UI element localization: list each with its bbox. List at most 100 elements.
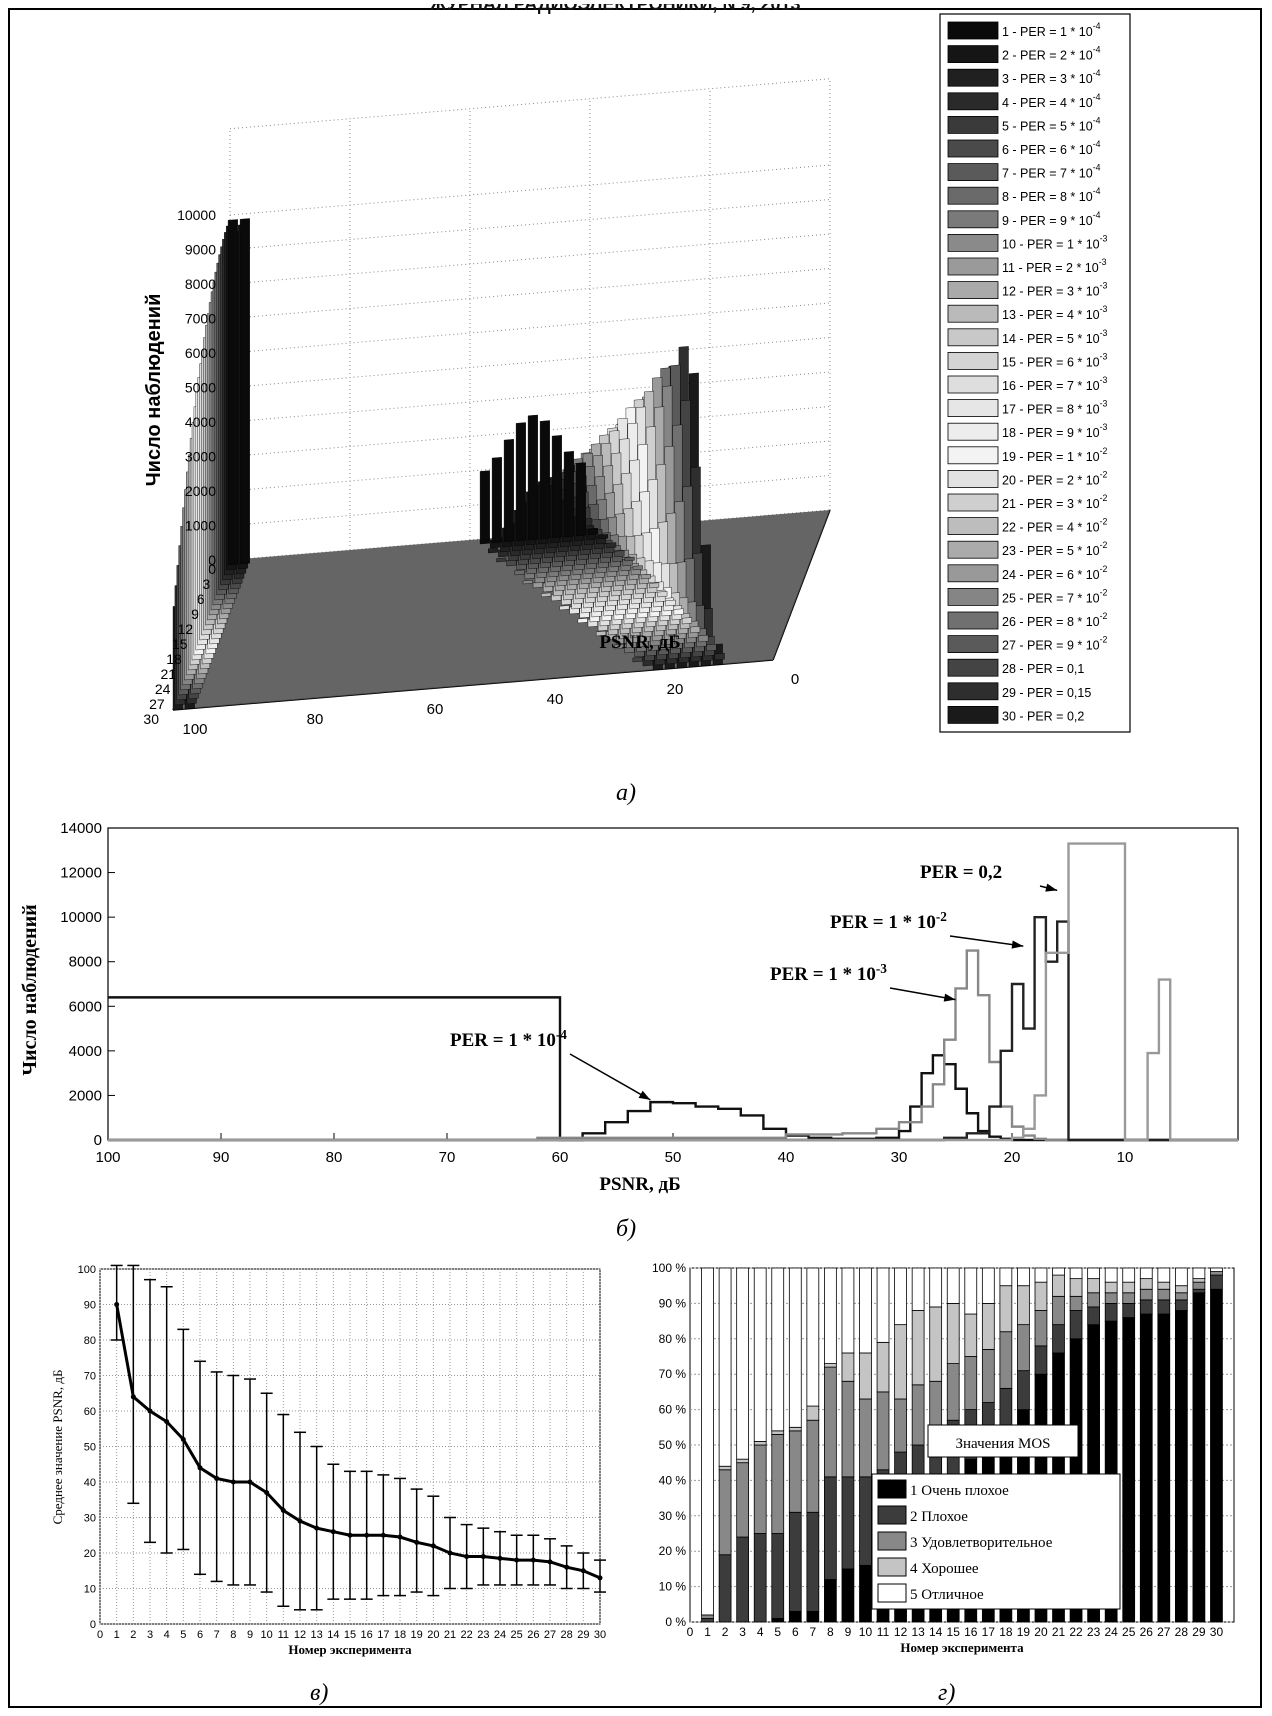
psnr-tick-label: 0 xyxy=(791,671,799,688)
stacked-segment xyxy=(1157,1299,1171,1315)
legend-swatch xyxy=(947,92,999,111)
stacked-segment xyxy=(841,1267,855,1354)
bar-3d xyxy=(551,435,562,539)
stacked-segment xyxy=(1017,1285,1030,1326)
chart-v-xlabel: Номер эксперимента xyxy=(288,1642,412,1657)
stacked-segment xyxy=(876,1391,890,1471)
stacked-segment xyxy=(771,1618,785,1623)
bar-3d xyxy=(698,634,709,643)
x-tick-label: 14 xyxy=(327,1629,339,1641)
legend-swatch xyxy=(877,1531,907,1551)
legend-entry: 25 - PER = 7 * 10-2 xyxy=(1002,587,1108,605)
legend-entry: 4 Хорошее xyxy=(910,1561,979,1577)
x-tick-label: 5 xyxy=(774,1625,781,1639)
z-tick-label: 9000 xyxy=(185,242,216,258)
mean-point xyxy=(597,1575,603,1581)
x-tick-label: 11 xyxy=(877,1625,890,1639)
y-tick-label: 40 xyxy=(84,1477,96,1489)
journal-header: ЖУРНАЛ РАДИОЭЛЕКТРОНИКИ, N 9, 2013 xyxy=(430,0,801,14)
grid-line xyxy=(229,337,831,388)
x-tick-label: 25 xyxy=(511,1629,523,1641)
x-tick-label: 11 xyxy=(278,1629,289,1641)
stacked-segment xyxy=(736,1458,750,1464)
mean-point xyxy=(180,1436,186,1442)
stacked-segment xyxy=(753,1444,767,1534)
mean-point xyxy=(564,1564,570,1570)
x-tick-label: 17 xyxy=(377,1629,389,1641)
mean-point xyxy=(197,1465,203,1471)
caption-b: б) xyxy=(616,1216,637,1242)
bar-3d xyxy=(577,617,588,624)
stacked-segment xyxy=(753,1441,767,1446)
stacked-segment xyxy=(824,1579,837,1623)
y-tick-label: 50 xyxy=(84,1442,96,1454)
chart-a-legend: 1 - PER = 1 * 10-4 2 - PER = 2 * 10-4 3 - … xyxy=(939,13,1131,733)
stacked-segment xyxy=(1087,1292,1100,1308)
legend-entry: 5 - PER = 5 * 10-4 xyxy=(1002,115,1101,133)
stacked-segment xyxy=(1104,1267,1118,1283)
stacked-segment xyxy=(1174,1285,1188,1294)
x-tick-label: 1 xyxy=(704,1625,711,1639)
x-tick-label: 40 xyxy=(778,1149,795,1166)
stacked-segment xyxy=(999,1267,1013,1287)
x-tick-label: 16 xyxy=(964,1625,978,1639)
x-tick-label: 10 xyxy=(261,1629,273,1641)
stacked-segment xyxy=(841,1476,855,1570)
legend-title-box xyxy=(927,1424,1079,1458)
legend-swatch xyxy=(947,517,999,535)
legend-swatch xyxy=(947,139,999,158)
legend-swatch xyxy=(947,588,999,606)
y-tick-label: 0 xyxy=(94,1132,102,1149)
stacked-segment xyxy=(999,1285,1013,1333)
legend-entry: 9 - PER = 9 * 10-4 xyxy=(1002,210,1101,228)
stacked-segment xyxy=(1052,1274,1065,1297)
chart-b-xlabel: PSNR, дБ xyxy=(599,1174,680,1195)
stacked-segment xyxy=(981,1267,995,1304)
stacked-segment xyxy=(1017,1324,1030,1372)
exp-tick-label: 30 xyxy=(143,711,159,727)
x-tick-label: 60 xyxy=(552,1149,569,1166)
stacked-segment xyxy=(736,1267,750,1460)
legend-entry: 16 - PER = 7 * 10-3 xyxy=(1002,375,1108,393)
bar-3d xyxy=(632,656,643,663)
annotation-label: PER = 0,2 xyxy=(920,862,1002,883)
stacked-segment xyxy=(771,1533,785,1619)
annotation-arrowhead xyxy=(1011,940,1024,949)
legend-entry: 2 Плохое xyxy=(910,1509,968,1525)
x-tick-label: 4 xyxy=(757,1625,764,1639)
stacked-segment xyxy=(753,1267,767,1442)
legend-swatch xyxy=(947,611,999,630)
mean-point xyxy=(497,1555,503,1561)
exp-tick-label: 15 xyxy=(172,636,188,652)
legend-swatch xyxy=(947,186,999,205)
bar-3d xyxy=(575,462,586,537)
grid-line xyxy=(229,164,831,216)
stacked-segment xyxy=(771,1433,785,1534)
bar-3d xyxy=(527,414,538,541)
grid-line xyxy=(229,268,831,319)
stacked-segment xyxy=(1069,1267,1083,1280)
legend-entry: 13 - PER = 4 * 10-3 xyxy=(1002,304,1108,322)
x-tick-label: 12 xyxy=(294,1629,306,1641)
mean-point xyxy=(514,1557,520,1563)
bar-3d xyxy=(587,527,598,536)
z-tick-label: 8000 xyxy=(185,276,216,292)
bar-3d xyxy=(657,591,668,598)
y-tick-label: 10 % xyxy=(659,1580,687,1594)
stacked-segment xyxy=(1122,1267,1136,1283)
x-tick-label: 26 xyxy=(527,1629,539,1641)
stacked-segment xyxy=(1034,1267,1048,1283)
x-tick-label: 50 xyxy=(665,1149,682,1166)
stacked-segment xyxy=(824,1363,837,1368)
psnr-tick-label: 40 xyxy=(547,691,564,708)
bar-3d xyxy=(706,643,717,652)
x-tick-label: 15 xyxy=(947,1625,961,1639)
stacked-segment xyxy=(894,1324,907,1400)
stacked-segment xyxy=(1157,1267,1171,1283)
x-tick-label: 23 xyxy=(1087,1625,1101,1639)
stacked-segment xyxy=(788,1267,802,1428)
legend-swatch xyxy=(947,564,999,583)
legend-entry: 8 - PER = 8 * 10-4 xyxy=(1002,186,1101,204)
y-tick-label: 12000 xyxy=(60,865,102,882)
